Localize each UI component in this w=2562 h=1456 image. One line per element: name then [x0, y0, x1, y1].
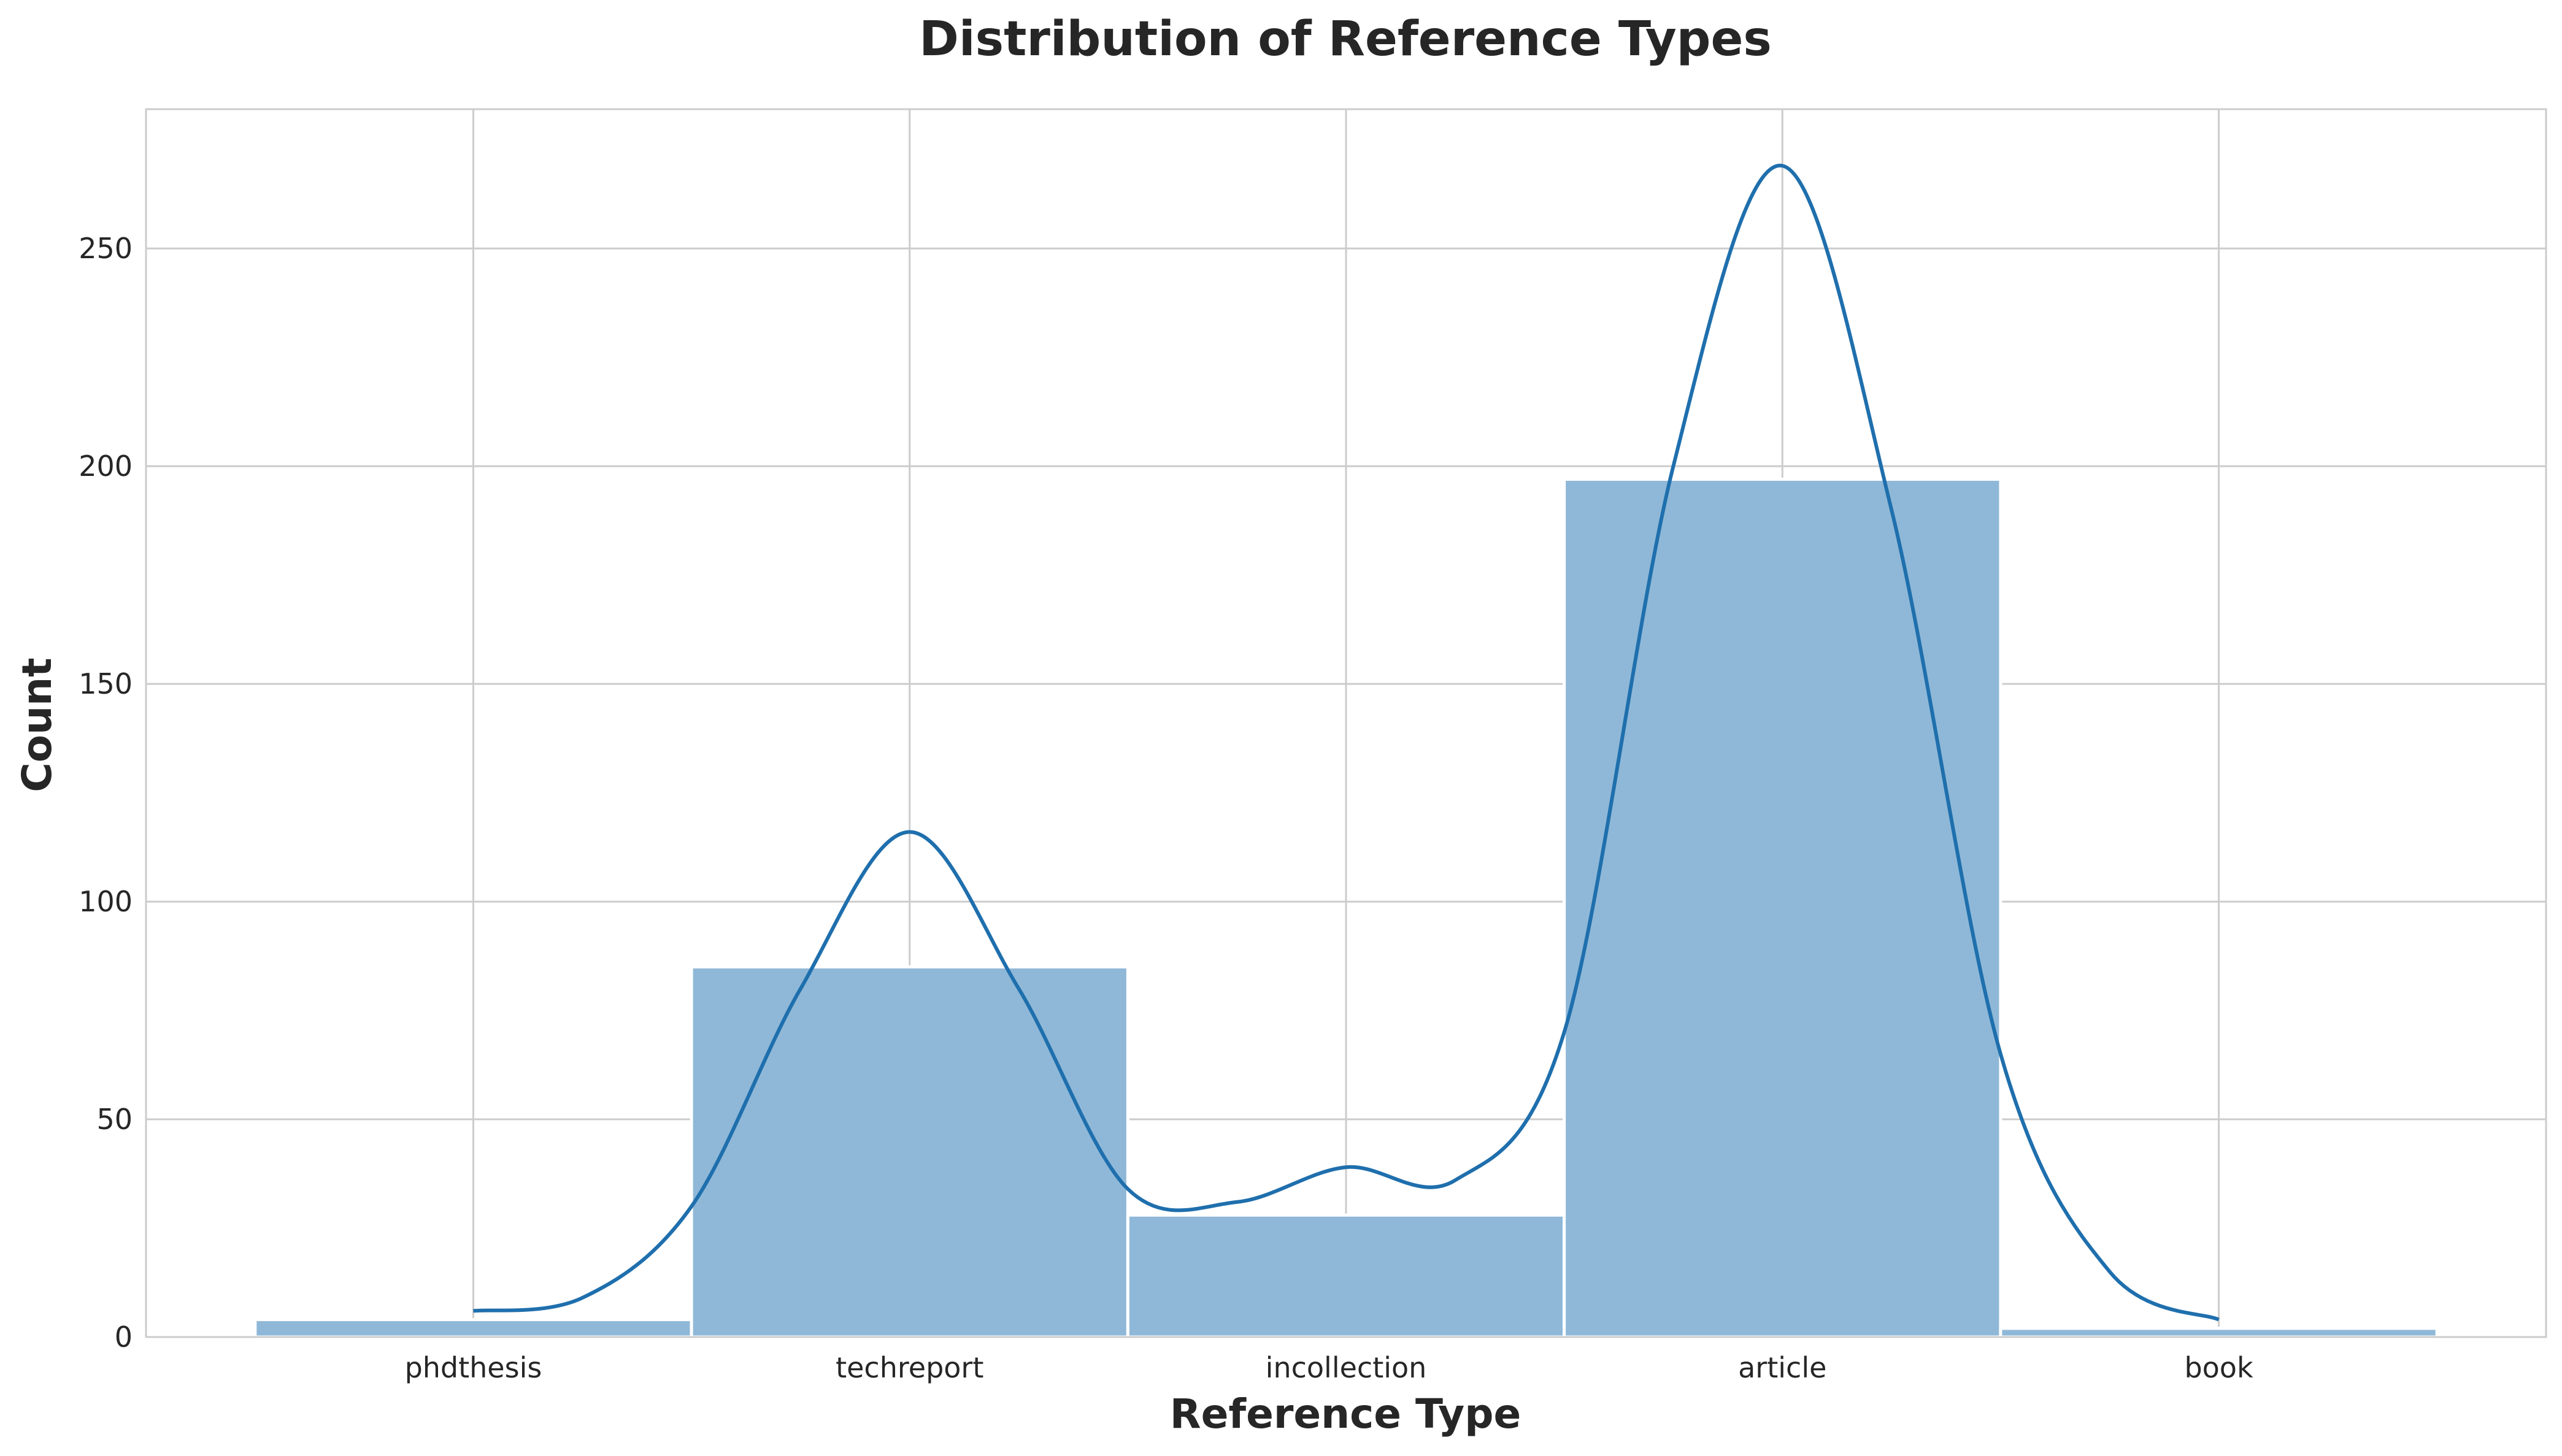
bar-phdthesis	[253, 1318, 693, 1339]
x-tick-label: book	[2184, 1351, 2253, 1384]
x-tick-label: phdthesis	[405, 1351, 542, 1384]
kde-layer	[473, 164, 2220, 1322]
x-tick-label: techreport	[836, 1351, 983, 1384]
y-tick-label: 100	[79, 885, 133, 918]
y-tick-label: 50	[96, 1103, 133, 1136]
spines-layer	[145, 108, 2547, 1338]
y-tick-label: 200	[79, 450, 133, 483]
plot-frame	[145, 108, 2547, 1338]
x-axis-label: Reference Type	[1170, 1390, 1521, 1438]
y-tick-label: 0	[115, 1320, 133, 1354]
bar-article	[1563, 477, 2002, 1339]
y-axis-label: Count	[13, 657, 61, 792]
x-tick-label: article	[1738, 1351, 1826, 1384]
chart-title: Distribution of Reference Types	[919, 12, 1772, 67]
bar-book	[1999, 1327, 2439, 1339]
x-tick-label: incollection	[1266, 1351, 1427, 1384]
bar-techreport	[690, 965, 1129, 1339]
bars-layer	[253, 477, 2439, 1339]
bar-incollection	[1126, 1213, 1566, 1339]
kde-curve	[473, 164, 2220, 1322]
grid-layer	[146, 109, 2546, 1338]
y-tick-label: 250	[79, 232, 133, 265]
y-tick-label: 150	[79, 667, 133, 700]
ticks-layer: 0 50 100 150 200 250 phdthesis techreport incoll…	[79, 232, 2253, 1384]
